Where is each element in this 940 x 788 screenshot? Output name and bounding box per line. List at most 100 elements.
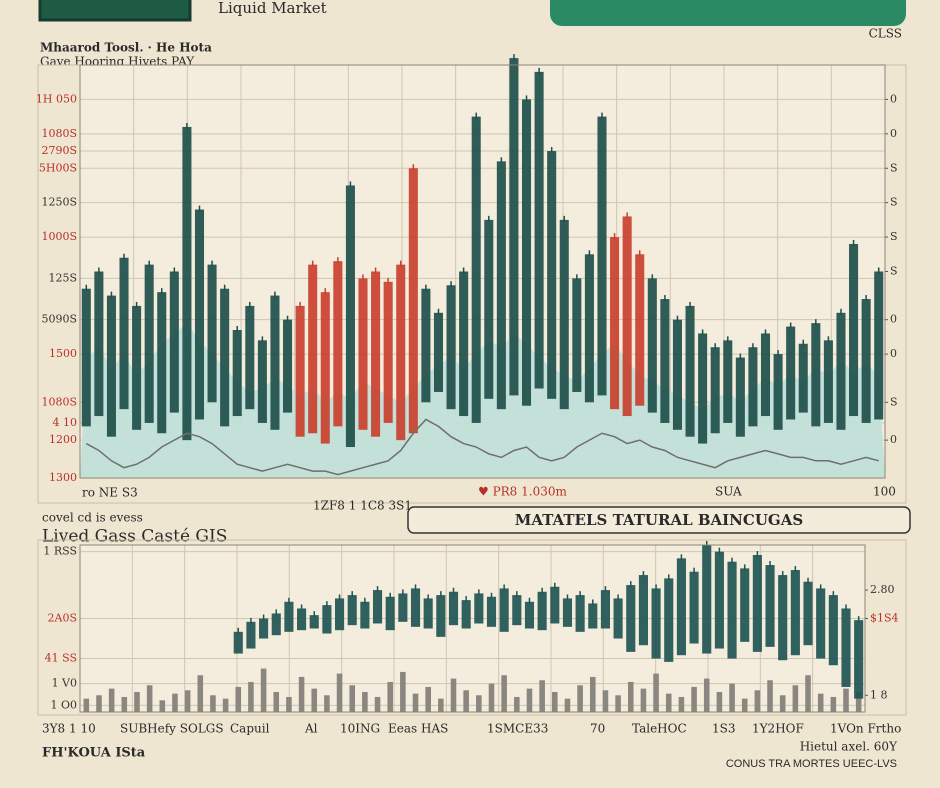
x-label: Eeas HAS: [388, 722, 448, 736]
volume-bar: [552, 691, 558, 712]
range-bar: [534, 71, 544, 389]
volume-bar: [121, 696, 128, 712]
volume-bar: [779, 695, 786, 712]
annotation: 1ZF8 1 1C8 3S1: [313, 499, 412, 513]
volume-bar: [805, 675, 811, 712]
volume-bar: [514, 696, 520, 712]
range-bar: [638, 575, 648, 646]
range-bar: [740, 568, 750, 642]
volume-bar: [450, 678, 457, 712]
annotation: 100: [873, 485, 896, 499]
y-tick-label: 1 RSS: [43, 545, 77, 558]
volume-bar: [172, 693, 178, 712]
y-tick-label: 4 10: [53, 416, 78, 429]
volume-bar: [374, 696, 381, 712]
annotation: ♥ PR8 1.030m: [478, 485, 567, 499]
range-bar: [597, 116, 607, 396]
volume-bar: [362, 691, 368, 712]
volume-bar: [146, 685, 153, 712]
range-bar: [537, 591, 547, 631]
range-bar: [119, 257, 129, 410]
range-bar: [345, 185, 355, 448]
range-bar: [685, 305, 695, 437]
range-bar: [723, 340, 733, 423]
volume-bar: [286, 696, 292, 712]
y-tick-label: 1200: [49, 433, 77, 446]
volume-bar: [311, 688, 318, 712]
range-bar: [259, 618, 269, 639]
volume-bar: [438, 698, 444, 712]
annotation: ro NE S3: [82, 486, 138, 500]
range-bar: [322, 605, 332, 634]
volume-bar: [222, 698, 229, 712]
x-label: Capuil: [230, 722, 270, 736]
range-bar: [635, 254, 645, 406]
range-bar: [308, 264, 318, 434]
volume-bar: [159, 700, 166, 712]
range-bar: [220, 288, 230, 427]
plot-border: [79, 64, 886, 479]
volume-bar: [260, 668, 267, 712]
range-bar: [727, 561, 737, 659]
volume-bar: [197, 675, 204, 712]
range-bar: [803, 581, 813, 646]
range-bar: [233, 631, 243, 654]
range-bar: [410, 588, 421, 627]
range-bar: [613, 598, 623, 639]
range-bar: [676, 558, 686, 656]
range-bar: [647, 278, 657, 413]
range-bar: [499, 588, 509, 632]
volume-bar: [767, 680, 773, 712]
y2-tick-label: 1 8: [870, 688, 888, 701]
range-bar: [295, 305, 305, 437]
range-bar: [512, 595, 522, 626]
range-bar: [284, 601, 294, 632]
range-bar: [773, 354, 783, 430]
range-bar: [297, 608, 307, 631]
range-bar: [471, 116, 481, 423]
x-label: Al: [304, 722, 318, 736]
volume-bar: [235, 686, 242, 712]
range-bar: [371, 271, 381, 437]
x-label: 1Y2HOF: [752, 722, 804, 736]
chart-title: MATATELS TATURAL BAINCUGAS: [515, 511, 803, 529]
volume-bar: [425, 686, 431, 712]
volume-bar: [83, 698, 90, 712]
volume-bar: [855, 691, 862, 712]
volume-bar: [134, 691, 140, 712]
volume-bar: [248, 681, 254, 712]
x-label: 3Y8 1 10: [42, 722, 96, 736]
header-banner: [550, 0, 906, 26]
range-bar: [550, 586, 560, 624]
range-bar: [509, 58, 519, 396]
volume-bar: [703, 678, 710, 712]
range-bar: [446, 285, 456, 410]
y2-tick-label: S: [890, 395, 898, 408]
y-tick-label: 1080S: [41, 395, 77, 408]
volume-bar: [589, 676, 596, 712]
range-bar: [461, 600, 471, 629]
range-bar: [664, 578, 674, 662]
range-bar: [714, 551, 724, 649]
x-label: TaleHOC: [632, 722, 687, 736]
range-bar: [157, 292, 167, 434]
volume-bar: [577, 685, 583, 712]
y-tick-label: 1000S: [41, 230, 77, 243]
x-label: 1S3: [712, 722, 736, 736]
x-label: 1SMCE33: [487, 722, 548, 736]
range-bar: [786, 326, 796, 420]
range-bar: [320, 292, 330, 444]
range-bar: [559, 219, 569, 410]
range-bar: [182, 126, 192, 441]
y-tick-label: 2A0S: [48, 611, 77, 624]
range-bar: [232, 330, 242, 417]
range-bar: [421, 288, 431, 403]
volume-bar: [412, 693, 419, 712]
range-bar: [459, 271, 469, 417]
range-bar: [448, 591, 459, 626]
range-bar: [651, 588, 661, 659]
range-bar: [790, 570, 800, 656]
y-tick-label: 1 V0: [52, 677, 77, 690]
range-bar: [622, 216, 632, 417]
range-bar: [702, 545, 712, 654]
